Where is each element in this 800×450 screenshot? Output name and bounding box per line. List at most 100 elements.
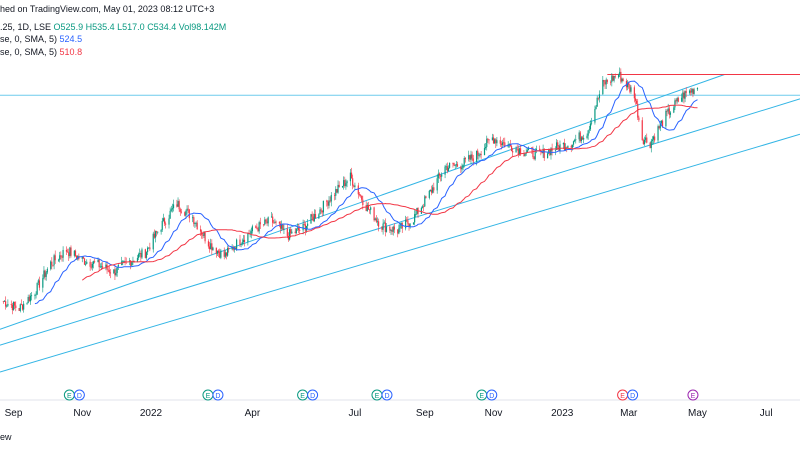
- candle-body: [373, 207, 375, 221]
- candle-body: [420, 207, 423, 214]
- candle-body: [140, 252, 142, 258]
- candle-body: [661, 120, 664, 127]
- candle-body: [512, 150, 514, 153]
- candle-body: [128, 260, 131, 262]
- candle-body: [453, 163, 455, 166]
- candle-body: [202, 234, 204, 236]
- candle-body: [314, 213, 317, 219]
- candle-body: [516, 148, 518, 150]
- candle-body: [256, 227, 258, 229]
- candle-body: [21, 304, 24, 310]
- candle-body: [500, 143, 503, 145]
- candle-body: [629, 84, 631, 92]
- candle-body: [26, 302, 28, 304]
- candle-body: [524, 153, 526, 156]
- candle-body: [91, 263, 93, 268]
- candle-body: [299, 230, 301, 231]
- candle-body: [130, 260, 132, 266]
- candle-body: [168, 218, 170, 225]
- candle-body: [542, 148, 544, 154]
- earnings-marker-6-d: D: [627, 389, 639, 401]
- candle-body: [113, 269, 115, 274]
- candle-body: [258, 222, 260, 232]
- candle-body: [297, 227, 300, 231]
- candle-body: [223, 250, 225, 257]
- candle-body: [57, 259, 60, 261]
- candle-body: [161, 220, 163, 230]
- candle-body: [682, 92, 684, 98]
- candle-body: [667, 108, 669, 112]
- candle-body: [107, 269, 109, 271]
- earnings-marker-4-e: E: [371, 389, 383, 401]
- candle-body: [383, 222, 385, 224]
- candle-body: [53, 255, 55, 266]
- candles-layer: [2, 67, 699, 315]
- candle-body: [683, 92, 685, 99]
- candle-body: [358, 194, 361, 196]
- candle-body: [562, 142, 564, 145]
- candle-body: [486, 138, 488, 147]
- candle-body: [287, 236, 290, 240]
- candle-body: [501, 142, 504, 145]
- candle-body: [452, 162, 454, 164]
- candle-body: [257, 228, 259, 232]
- sma-fast-line: [34, 80, 698, 305]
- earnings-marker-1-d: D: [73, 389, 85, 401]
- candle-body: [439, 175, 442, 177]
- earnings-marker-letter: E: [67, 393, 72, 400]
- candle-body: [224, 252, 226, 257]
- earnings-marker-7-e: E: [687, 389, 699, 401]
- sma-slow-label: se, 0, SMA, 5): [0, 47, 58, 57]
- candle-body: [160, 229, 162, 232]
- candle-body: [622, 78, 624, 81]
- candle-body: [89, 261, 91, 267]
- candle-body: [642, 140, 644, 145]
- sma-slow-line: se, 0, SMA, 5) 510.8: [0, 47, 82, 57]
- candle-body: [68, 252, 70, 257]
- candle-body: [101, 266, 104, 268]
- candle-body: [597, 97, 599, 99]
- candle-body: [59, 255, 61, 260]
- published-line: hed on TradingView.com, May 01, 2023 08:…: [0, 4, 215, 14]
- candle-body: [320, 209, 322, 211]
- candle-body: [343, 180, 345, 186]
- candle-body: [447, 167, 450, 171]
- candle-body: [307, 223, 309, 226]
- earnings-marker-circle: [212, 389, 224, 401]
- candle-body: [97, 259, 99, 263]
- candle-body: [328, 200, 330, 206]
- candle-body: [421, 206, 424, 208]
- candle-body: [83, 258, 86, 265]
- candle-body: [400, 223, 402, 225]
- candle-body: [123, 261, 125, 262]
- candle-body: [133, 260, 135, 262]
- candle-body: [3, 301, 6, 302]
- candle-body: [114, 269, 116, 276]
- candle-body: [659, 123, 661, 129]
- candle-body: [620, 71, 622, 82]
- candle-body: [645, 137, 647, 140]
- candle-body: [602, 79, 604, 95]
- candle-body: [557, 142, 559, 146]
- candle-body: [668, 108, 670, 115]
- candle-body: [460, 166, 462, 170]
- candle-body: [476, 150, 478, 162]
- candle-body: [82, 256, 84, 259]
- candle-body: [283, 228, 285, 230]
- candle-body: [469, 155, 471, 160]
- candle-body: [124, 261, 126, 262]
- earnings-marker-circle: [307, 389, 319, 401]
- candle-body: [116, 266, 118, 273]
- candle-body: [448, 162, 451, 168]
- candle-body: [414, 214, 416, 223]
- candle-body: [384, 222, 386, 232]
- candle-body: [361, 195, 363, 200]
- candle-body: [171, 208, 173, 210]
- earnings-marker-5-e: E: [476, 389, 488, 401]
- candle-body: [456, 164, 459, 167]
- candle-body: [45, 272, 47, 277]
- candle-body: [650, 140, 652, 148]
- candle-body: [70, 247, 72, 256]
